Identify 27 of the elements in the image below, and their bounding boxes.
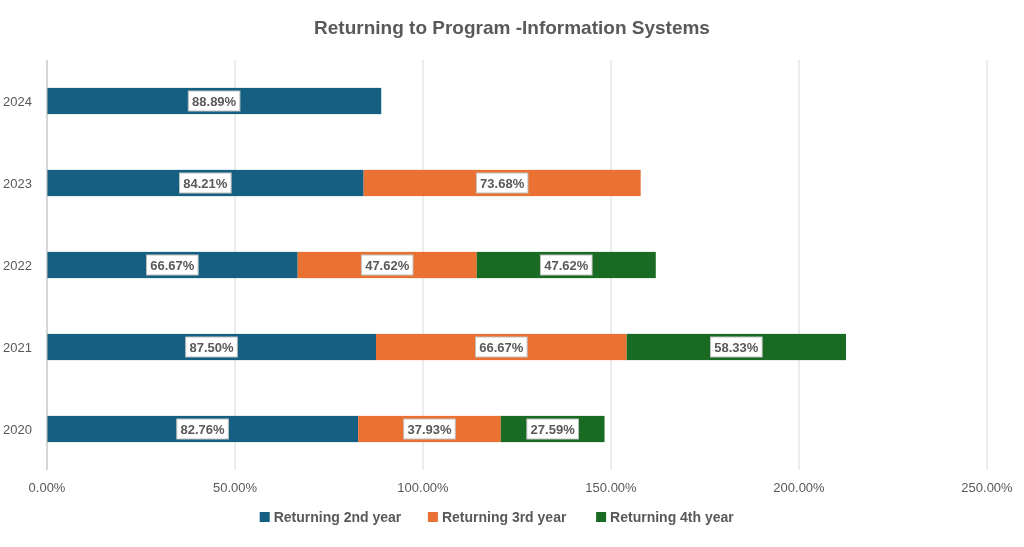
data-label: 27.59% xyxy=(530,422,576,437)
data-label: 88.89% xyxy=(192,94,237,109)
x-tick-label: 200.00% xyxy=(773,480,826,495)
x-tick-label: 100.00% xyxy=(397,480,450,495)
legend-label: Returning 3rd year xyxy=(441,509,567,525)
legend-label: Returning 4th year xyxy=(610,509,735,525)
data-label: 87.50% xyxy=(189,340,234,355)
legend-label: Returning 2nd year xyxy=(273,509,402,525)
x-tick-label: 150.00% xyxy=(585,480,638,495)
data-label: 66.67% xyxy=(150,258,195,273)
y-tick-label: 2020 xyxy=(3,422,32,437)
chart-title: Returning to Program -Information Systems xyxy=(314,17,710,38)
data-label: 47.62% xyxy=(365,258,410,273)
data-label: 47.62% xyxy=(544,258,589,273)
y-tick-label: 2023 xyxy=(3,176,32,191)
x-tick-label: 250.00% xyxy=(961,480,1014,495)
data-label: 37.93% xyxy=(407,422,452,437)
data-label: 84.21% xyxy=(183,176,228,191)
y-tick-label: 2024 xyxy=(3,94,32,109)
y-tick-label: 2022 xyxy=(3,258,32,273)
x-tick-label: 0.00% xyxy=(28,480,66,495)
data-label: 82.76% xyxy=(180,422,226,437)
x-tick-label: 50.00% xyxy=(212,480,258,495)
data-label: 58.33% xyxy=(714,340,759,355)
y-tick-label: 2021 xyxy=(3,340,32,355)
data-label: 66.67% xyxy=(479,340,524,355)
data-label: 73.68% xyxy=(480,176,525,191)
